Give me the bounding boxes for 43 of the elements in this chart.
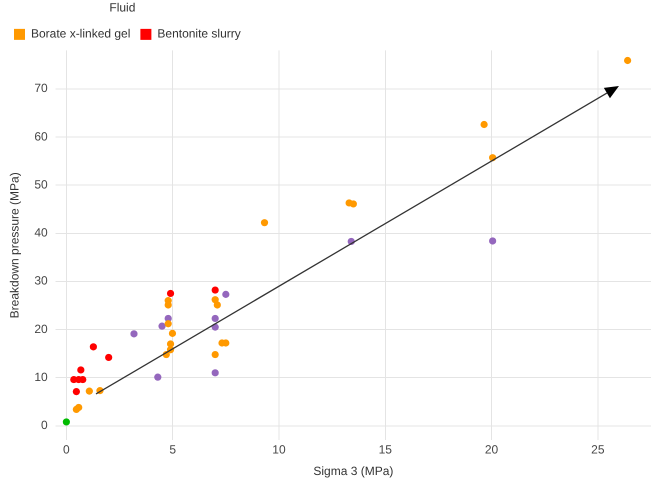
x-tick-label: 20: [484, 442, 499, 457]
point: [158, 322, 166, 330]
point: [72, 388, 80, 396]
point: [168, 330, 176, 337]
point: [212, 286, 219, 294]
x-tick-label: 15: [378, 442, 392, 457]
x-tick-label: 25: [591, 442, 605, 457]
y-tick-label: 0: [41, 418, 48, 432]
point: [212, 314, 219, 322]
point: [489, 237, 496, 245]
y-tick-label: 60: [34, 129, 48, 144]
x-axis-title: Sigma 3 (MPa): [313, 464, 394, 478]
x-tick-label: 0: [63, 442, 70, 457]
point: [164, 320, 172, 328]
point: [212, 369, 219, 376]
point: [350, 200, 357, 208]
point: [166, 290, 174, 298]
legend-title: Fluid: [109, 0, 136, 14]
point: [90, 343, 97, 350]
point: [480, 120, 488, 128]
point: [260, 219, 268, 226]
point: [86, 388, 93, 395]
y-axis-title: Breakdown pressure (MPa): [8, 172, 22, 318]
legend-label: Bentonite slurry: [157, 26, 241, 41]
y-tick-label: 10: [34, 370, 48, 384]
point: [624, 56, 632, 64]
y-tick-label: 40: [34, 226, 48, 240]
x-tick-label: 10: [272, 442, 286, 457]
point: [154, 374, 162, 381]
point: [77, 366, 84, 374]
point: [130, 330, 138, 338]
point: [214, 301, 221, 309]
point: [222, 290, 230, 298]
y-tick-label: 30: [34, 274, 48, 288]
point: [105, 354, 112, 362]
x-tick-label: 5: [169, 442, 176, 457]
legend-label: Borate x-linked gel: [31, 26, 130, 41]
point: [75, 404, 82, 412]
y-tick-label: 20: [34, 322, 48, 336]
y-tick-label: 50: [34, 177, 48, 192]
y-tick-label: 70: [34, 81, 48, 96]
point: [62, 418, 70, 426]
point: [212, 350, 219, 358]
